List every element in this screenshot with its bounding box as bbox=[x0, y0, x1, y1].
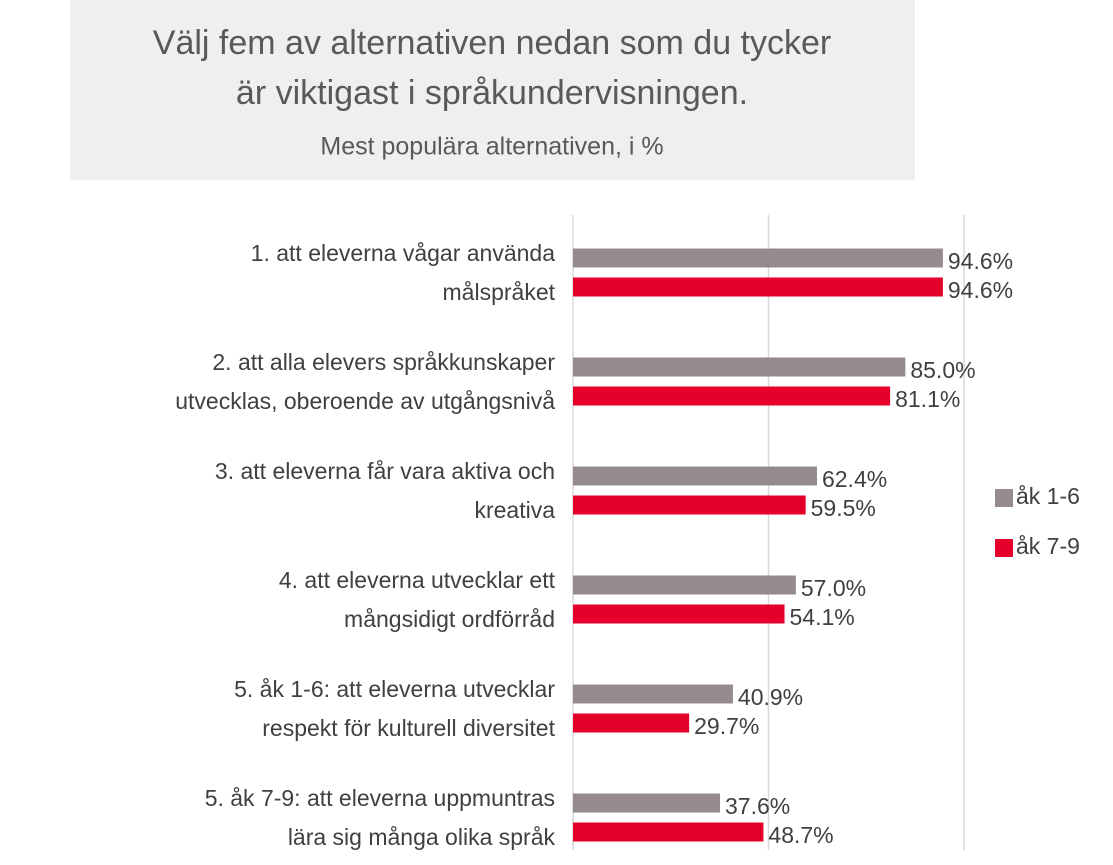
category-label: lära sig många olika språk bbox=[288, 824, 556, 850]
bar bbox=[573, 495, 806, 515]
category-label: målspråket bbox=[443, 279, 556, 305]
legend-label: åk 1-6 bbox=[1016, 483, 1080, 509]
category-label: respekt för kulturell diversitet bbox=[262, 715, 555, 741]
category-label: 5. åk 7-9: att eleverna uppmuntras bbox=[205, 785, 555, 811]
category-label: 4. att eleverna utvecklar ett bbox=[279, 567, 556, 593]
chart-subtitle: Mest populära alternativen, i % bbox=[320, 133, 663, 161]
category-label: 2. att alla elevers språkkunskaper bbox=[212, 349, 555, 375]
bar bbox=[573, 248, 943, 268]
category-label: 5. åk 1-6: att eleverna utvecklar bbox=[234, 676, 555, 702]
category-label: mångsidigt ordförråd bbox=[344, 606, 555, 632]
value-label: 94.6% bbox=[948, 277, 1013, 303]
category-label: utvecklas, oberoende av utgångsnivå bbox=[175, 388, 555, 414]
value-label: 81.1% bbox=[895, 386, 960, 412]
value-label: 37.6% bbox=[725, 793, 790, 819]
legend-swatch bbox=[995, 489, 1013, 507]
bar bbox=[573, 357, 906, 377]
chart-title: Välj fem av alternativen nedan som du ty… bbox=[153, 24, 831, 62]
title-box bbox=[70, 0, 915, 180]
legend-label: åk 7-9 bbox=[1016, 533, 1080, 559]
bar bbox=[573, 822, 764, 842]
value-label: 48.7% bbox=[768, 822, 833, 848]
value-label: 29.7% bbox=[694, 713, 759, 739]
value-label: 85.0% bbox=[910, 357, 975, 383]
category-label: 3. att eleverna får vara aktiva och bbox=[215, 458, 555, 484]
value-label: 59.5% bbox=[811, 495, 876, 521]
value-label: 62.4% bbox=[822, 466, 887, 492]
category-label: 1. att eleverna vågar använda bbox=[251, 240, 556, 266]
value-label: 40.9% bbox=[738, 684, 803, 710]
bar bbox=[573, 793, 721, 813]
bar bbox=[573, 604, 785, 624]
bar bbox=[573, 466, 817, 486]
value-label: 54.1% bbox=[790, 604, 855, 630]
bar bbox=[573, 713, 690, 733]
bar bbox=[573, 386, 891, 406]
category-label: kreativa bbox=[474, 497, 555, 523]
value-label: 94.6% bbox=[948, 248, 1013, 274]
bar bbox=[573, 277, 943, 297]
bar bbox=[573, 684, 733, 704]
bar bbox=[573, 575, 796, 595]
chart-title: är viktigast i språkundervisningen. bbox=[236, 74, 748, 112]
legend-swatch bbox=[995, 539, 1013, 557]
value-label: 57.0% bbox=[801, 575, 866, 601]
